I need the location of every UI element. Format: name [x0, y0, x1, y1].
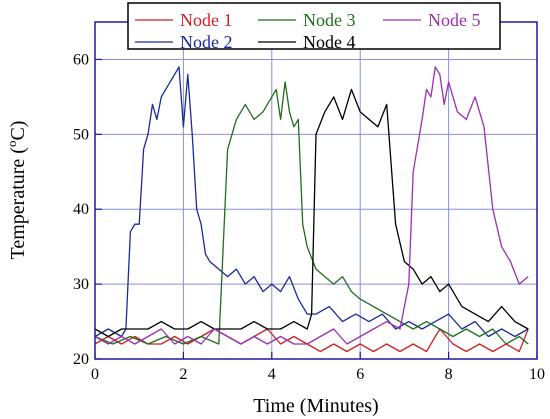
y-tick-label: 40: [73, 201, 89, 218]
y-tick-label: 30: [73, 276, 89, 293]
axis-ticks: [94, 58, 538, 360]
series-line-node-4: [94, 88, 529, 338]
x-tick-label: 8: [445, 366, 453, 383]
legend-label-node-3: Node 3: [303, 10, 356, 30]
series-line-node-1: [94, 328, 529, 353]
legend-label-node-2: Node 2: [180, 32, 233, 52]
legend-label-node-4: Node 4: [303, 32, 356, 52]
x-tick-label: 2: [179, 366, 187, 383]
y-tick-labels: 20 30 40 50 60: [73, 51, 89, 368]
x-tick-label: 6: [356, 366, 364, 383]
series-line-node-5: [94, 66, 529, 345]
series-lines: [94, 66, 529, 353]
x-axis-label: Time (Minutes): [253, 395, 378, 417]
series-line-node-3: [94, 81, 529, 345]
x-tick-label: 10: [529, 366, 545, 383]
legend-box: [127, 2, 501, 50]
legend-label-node-1: Node 1: [180, 10, 233, 30]
y-tick-label: 20: [73, 351, 89, 368]
y-axis-label: Temperature (oC): [4, 121, 29, 260]
plot-frame: [94, 21, 538, 360]
x-tick-label: 4: [268, 366, 276, 383]
y-tick-label: 60: [73, 51, 89, 68]
legend-label-node-5: Node 5: [428, 10, 481, 30]
x-tick-label: 0: [91, 366, 99, 383]
y-tick-label: 50: [73, 126, 89, 143]
x-tick-labels: 0 2 4 6 8 10: [91, 366, 545, 383]
grid-lines: [94, 22, 538, 360]
